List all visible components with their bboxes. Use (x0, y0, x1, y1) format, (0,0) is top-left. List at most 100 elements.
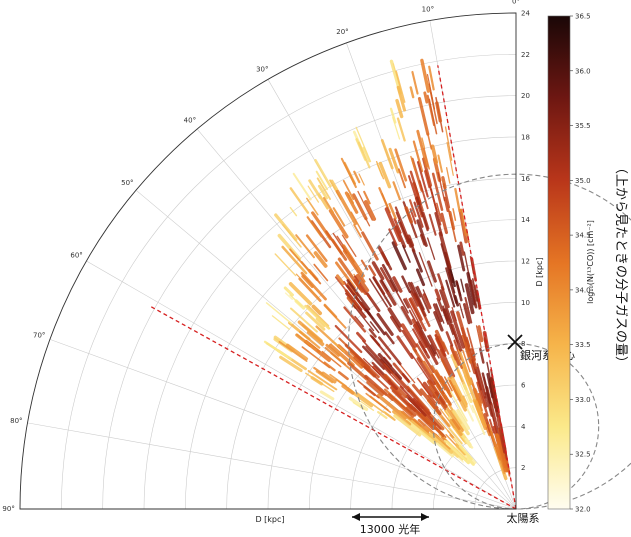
co-emission-streak (347, 361, 369, 381)
co-emission-streak (340, 157, 357, 189)
co-emission-streak (411, 419, 438, 443)
quadrant-outline (19, 12, 517, 510)
co-emission-streak (469, 279, 478, 309)
co-emission-streak (422, 409, 442, 430)
distance-grid-arc (61, 54, 517, 510)
co-emission-streak (393, 414, 422, 437)
angle-tick-label: 0° (512, 0, 520, 6)
co-emission-streak (458, 208, 468, 244)
co-emission-streak (354, 315, 364, 328)
co-emission-streak (417, 96, 430, 136)
co-emission-streak (396, 335, 414, 360)
co-emission-streak (341, 384, 355, 395)
galactic-center-marker (507, 334, 523, 350)
co-emission-streak (439, 289, 453, 324)
co-emission-streak (329, 373, 347, 387)
co-emission-streak (434, 391, 445, 406)
co-emission-streak (381, 263, 399, 293)
co-emission-streak (310, 376, 324, 386)
co-emission-streak (424, 425, 451, 450)
co-emission-streak (313, 251, 328, 268)
co-emission-streak (311, 304, 323, 316)
co-emission-streak (313, 366, 324, 375)
co-emission-streak (460, 278, 465, 293)
co-emission-streak (466, 327, 476, 358)
co-emission-streak (363, 358, 381, 376)
colorbar-tick-label: 33.5 (575, 341, 591, 349)
colorbar-tick-label: 36.5 (575, 13, 591, 21)
co-emission-streak (396, 117, 406, 142)
co-emission-streak (376, 312, 394, 336)
co-emission-streak (392, 410, 412, 426)
radial-tick-label: 2 (521, 464, 525, 472)
co-emission-streak (449, 391, 468, 422)
radial-tick-label: 10 (521, 299, 530, 307)
radial-tick-label: 22 (521, 51, 530, 59)
co-emission-streak (456, 311, 468, 343)
co-emission-streak (436, 385, 447, 400)
co-emission-streak (278, 340, 308, 362)
co-emission-streak (443, 403, 464, 433)
co-emission-streak (390, 385, 402, 397)
co-emission-streak (401, 405, 413, 416)
radial-tick-label: 24 (521, 10, 530, 18)
co-emission-streak (413, 201, 424, 228)
co-emission-streak (489, 402, 501, 440)
co-emission-streak (355, 354, 380, 379)
co-emission-streak (421, 137, 426, 149)
co-emission-streak (353, 224, 362, 238)
co-emission-streak (445, 279, 456, 308)
co-emission-streak (271, 315, 290, 330)
co-emission-streak (430, 365, 447, 391)
angle-tick-label: 50° (121, 179, 133, 187)
co-emission-streak (431, 172, 444, 211)
co-emission-streak (279, 355, 303, 373)
co-emission-streak (376, 393, 408, 420)
co-emission-streak (469, 256, 475, 275)
distance-grid-arc (102, 95, 517, 510)
co-emission-streak (419, 233, 426, 246)
distance-grid-arc (267, 260, 517, 510)
radial-tick-label: 18 (521, 134, 530, 142)
co-emission-streak (406, 419, 436, 445)
co-emission-streak (364, 308, 386, 336)
co-emission-streak (475, 325, 482, 348)
co-emission-streak (457, 244, 466, 272)
co-emission-streak (346, 279, 371, 311)
co-emission-streak (408, 309, 424, 336)
co-emission-streak (305, 234, 328, 262)
co-emission-streak (355, 126, 372, 163)
co-emission-streak (440, 243, 453, 280)
angle-tick-labels: 0° 10° 20° 30° 40° 50° 60° 70° 80° 90° (2, 0, 520, 513)
co-emission-streak (353, 275, 372, 301)
co-emission-streak (322, 196, 335, 214)
co-emission-streak (416, 357, 437, 386)
co-emission-streak (378, 187, 389, 209)
co-emission-streak (373, 383, 394, 402)
angle-tick-label: 10° (422, 5, 434, 13)
co-emission-streak (432, 394, 441, 405)
co-emission-streak (416, 129, 429, 168)
co-emission-streak (426, 74, 436, 110)
co-emission-streak (462, 383, 473, 403)
co-emission-streak (451, 418, 461, 431)
co-emission-streak (427, 335, 440, 359)
co-emission-streak (316, 177, 331, 200)
co-emission-streak (358, 173, 365, 186)
co-emission-streak (357, 190, 373, 221)
colorbar-tick-label: 36.0 (575, 67, 591, 75)
co-emission-streak (422, 381, 436, 399)
co-emission-streak (363, 190, 371, 205)
wedge-boundary-line (437, 65, 517, 510)
co-emission-streak (434, 288, 442, 301)
bottom-axis-label: D [kpc] (255, 515, 284, 524)
co-emission-streak (469, 377, 483, 412)
co-emission-streak (378, 161, 392, 189)
co-emission-streak (470, 353, 478, 370)
colorbar-tick-label: 34.0 (575, 286, 591, 294)
co-emission-streak (428, 334, 438, 351)
co-emission-streak (356, 331, 367, 343)
co-emission-streak (440, 286, 450, 309)
co-emission-streak (389, 107, 397, 124)
co-emission-streak (368, 278, 389, 308)
